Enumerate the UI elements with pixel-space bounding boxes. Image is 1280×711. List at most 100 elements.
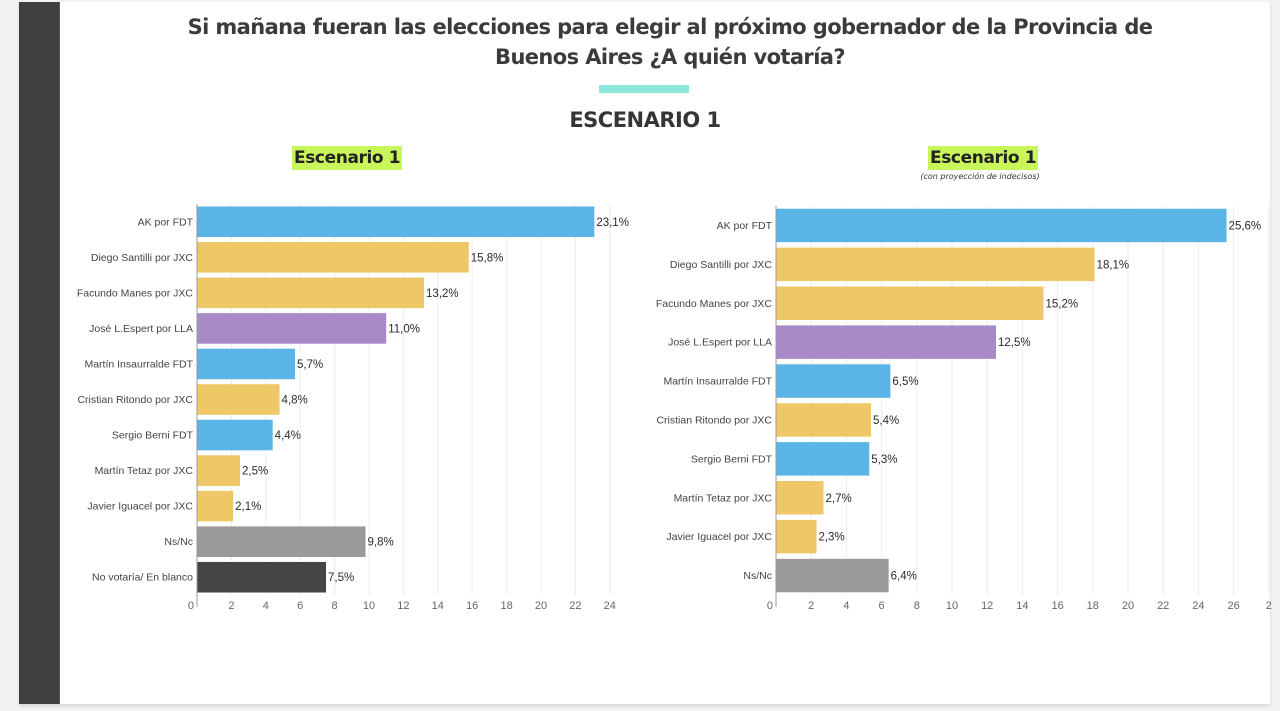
x-tick-label: 4	[843, 600, 849, 612]
value-label: 15,2%	[1046, 298, 1079, 310]
category-label: Sergio Berni FDT	[691, 453, 773, 465]
value-label: 2,1%	[235, 501, 261, 513]
x-tick-label: 18	[500, 600, 512, 612]
category-label: AK por FDT	[717, 220, 773, 232]
x-tick-label: 20	[535, 600, 547, 612]
chart-2-title: Escenario 1	[928, 146, 1039, 170]
x-tick-label: 22	[1157, 600, 1169, 612]
x-tick-label: 20	[1122, 600, 1134, 612]
bar	[776, 558, 889, 593]
bar	[776, 519, 817, 554]
x-tick-label: 12	[981, 600, 993, 612]
category-label: Javier Iguacel por JXC	[87, 501, 193, 513]
bar	[197, 419, 273, 451]
bar	[197, 348, 296, 380]
bar	[197, 526, 366, 557]
bar	[776, 481, 824, 515]
category-label: Facundo Manes por JXC	[77, 287, 194, 299]
category-label: Martín Tetaz por JXC	[674, 492, 773, 504]
x-tick-label: 22	[569, 600, 581, 612]
bar	[197, 313, 387, 344]
value-label: 2,7%	[826, 493, 852, 505]
bar	[776, 442, 870, 476]
category-label: Diego Santilli por JXC	[91, 252, 194, 264]
value-label: 5,7%	[297, 359, 323, 371]
value-label: 25,6%	[1229, 220, 1262, 232]
bar	[776, 403, 872, 437]
x-tick-label: 12	[397, 600, 409, 612]
main-title-line-1: Si mañana fueran las elecciones para ele…	[187, 15, 1153, 39]
accent-bar	[599, 85, 689, 93]
x-tick-label: 8	[914, 600, 920, 612]
category-label: AK por FDT	[138, 216, 194, 228]
x-tick-label: 2	[228, 600, 234, 612]
x-tick-label: 2	[808, 600, 814, 612]
left-dark-strip	[19, 2, 60, 704]
category-label: Cristian Ritondo por JXC	[656, 414, 772, 426]
scenario-heading: ESCENARIO 1	[569, 108, 721, 132]
bar	[197, 384, 280, 415]
x-tick-label: 4	[263, 600, 269, 612]
value-label: 2,5%	[242, 466, 268, 478]
chart-1-title: Escenario 1	[292, 146, 403, 170]
x-tick-label: 24	[1192, 600, 1204, 612]
value-label: 2,3%	[818, 532, 844, 544]
bar	[197, 206, 595, 238]
value-label: 5,3%	[871, 454, 897, 466]
category-label: Facundo Manes por JXC	[656, 298, 773, 310]
category-label: Martín Tetaz por JXC	[95, 465, 194, 477]
x-tick-label: 24	[604, 600, 616, 612]
category-label: Sergio Berni FDT	[112, 430, 194, 442]
category-label: José L.Espert por LLA	[668, 337, 772, 349]
value-label: 7,5%	[328, 572, 354, 584]
bar	[776, 208, 1227, 243]
category-label: No votaría/ En blanco	[92, 572, 193, 584]
x-tick-label: 0	[767, 600, 773, 612]
bar	[197, 242, 469, 273]
value-label: 18,1%	[1097, 259, 1130, 271]
bar	[197, 277, 425, 309]
x-tick-label: 26	[1227, 600, 1239, 612]
category-label: Javier Iguacel por JXC	[666, 531, 772, 543]
value-label: 6,4%	[891, 571, 917, 583]
x-tick-label: 0	[188, 600, 194, 612]
x-tick-label: 16	[1051, 600, 1063, 612]
category-label: Ns/Nc	[164, 536, 193, 548]
value-label: 15,8%	[471, 252, 504, 264]
bar	[776, 286, 1044, 320]
value-label: 13,2%	[426, 288, 459, 300]
value-label: 23,1%	[596, 217, 629, 229]
x-tick-label: 2	[1266, 600, 1272, 612]
value-label: 12,5%	[998, 337, 1031, 349]
bar	[197, 490, 234, 522]
category-label: José L.Espert por LLA	[89, 323, 193, 335]
x-tick-label: 6	[297, 600, 303, 612]
category-label: Diego Santilli por JXC	[670, 259, 773, 271]
x-tick-label: 10	[363, 600, 375, 612]
value-label: 4,8%	[282, 395, 308, 407]
bar	[197, 455, 240, 486]
category-label: Cristian Ritondo por JXC	[77, 394, 193, 406]
value-label: 5,4%	[873, 415, 899, 427]
category-label: Martín Insaurralde FDT	[663, 376, 772, 388]
bar	[197, 561, 326, 593]
category-label: Ns/Nc	[743, 570, 772, 582]
bar	[776, 247, 1095, 282]
x-tick-label: 8	[332, 600, 338, 612]
category-label: Martín Insaurralde FDT	[84, 358, 193, 370]
value-label: 11,0%	[388, 323, 420, 335]
bar	[776, 364, 891, 398]
chart-2-subtitle: (con proyección de indecisos)	[920, 172, 1040, 181]
main-title-line-2: Buenos Aires ¿A quién votaría?	[495, 45, 846, 69]
x-tick-label: 16	[466, 600, 478, 612]
x-tick-label: 6	[879, 600, 885, 612]
x-tick-label: 18	[1087, 600, 1099, 612]
x-tick-label: 14	[432, 600, 444, 612]
value-label: 4,4%	[275, 430, 301, 442]
value-label: 6,5%	[892, 376, 918, 388]
value-label: 9,8%	[368, 537, 394, 549]
x-tick-label: 10	[946, 600, 958, 612]
bar	[776, 325, 996, 359]
